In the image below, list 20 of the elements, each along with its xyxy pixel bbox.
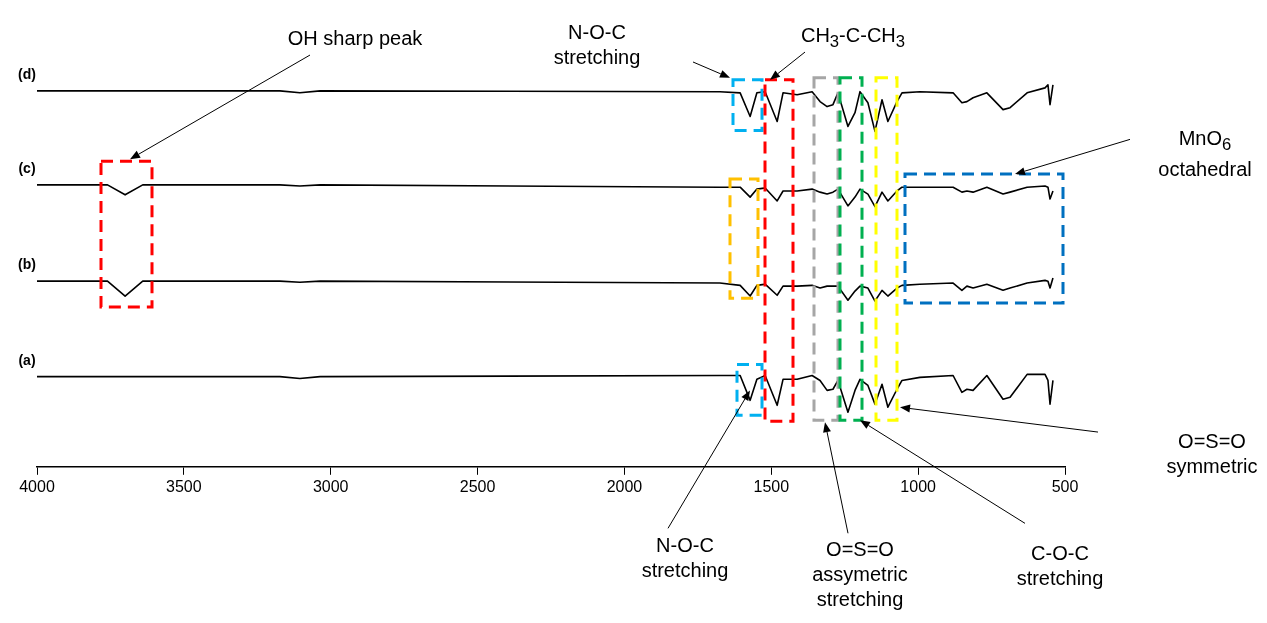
text: C-O-C stretching [1016,541,1104,591]
text: MnO$_{6}$ octahedral [1158,126,1252,183]
text: CH$_{3}$-C-CH$_{3}$ [800,22,906,53]
series-label: (b) [18,256,36,273]
text: O=S=O assymetric stretching [812,536,908,612]
text: O=S=O symmetric [1166,428,1258,479]
x-tick-label: 2000 [606,477,643,495]
series-label: (c) [18,159,36,176]
x-tick-label: 4000 [19,477,55,495]
x-tick-label: 3500 [166,477,202,495]
x-tick-label: 1500 [753,477,790,495]
text: OH sharp peak [287,25,423,51]
text: N-O-C stretching [553,20,641,71]
series-label: (d) [18,65,36,82]
series-label: (a) [18,351,36,368]
x-tick-label: 1000 [900,477,937,495]
x-tick-label: 3000 [312,477,349,495]
x-tick-label: 500 [1051,477,1079,495]
x-tick-label: 2500 [459,477,496,495]
text: N-O-C stretching [641,533,729,584]
